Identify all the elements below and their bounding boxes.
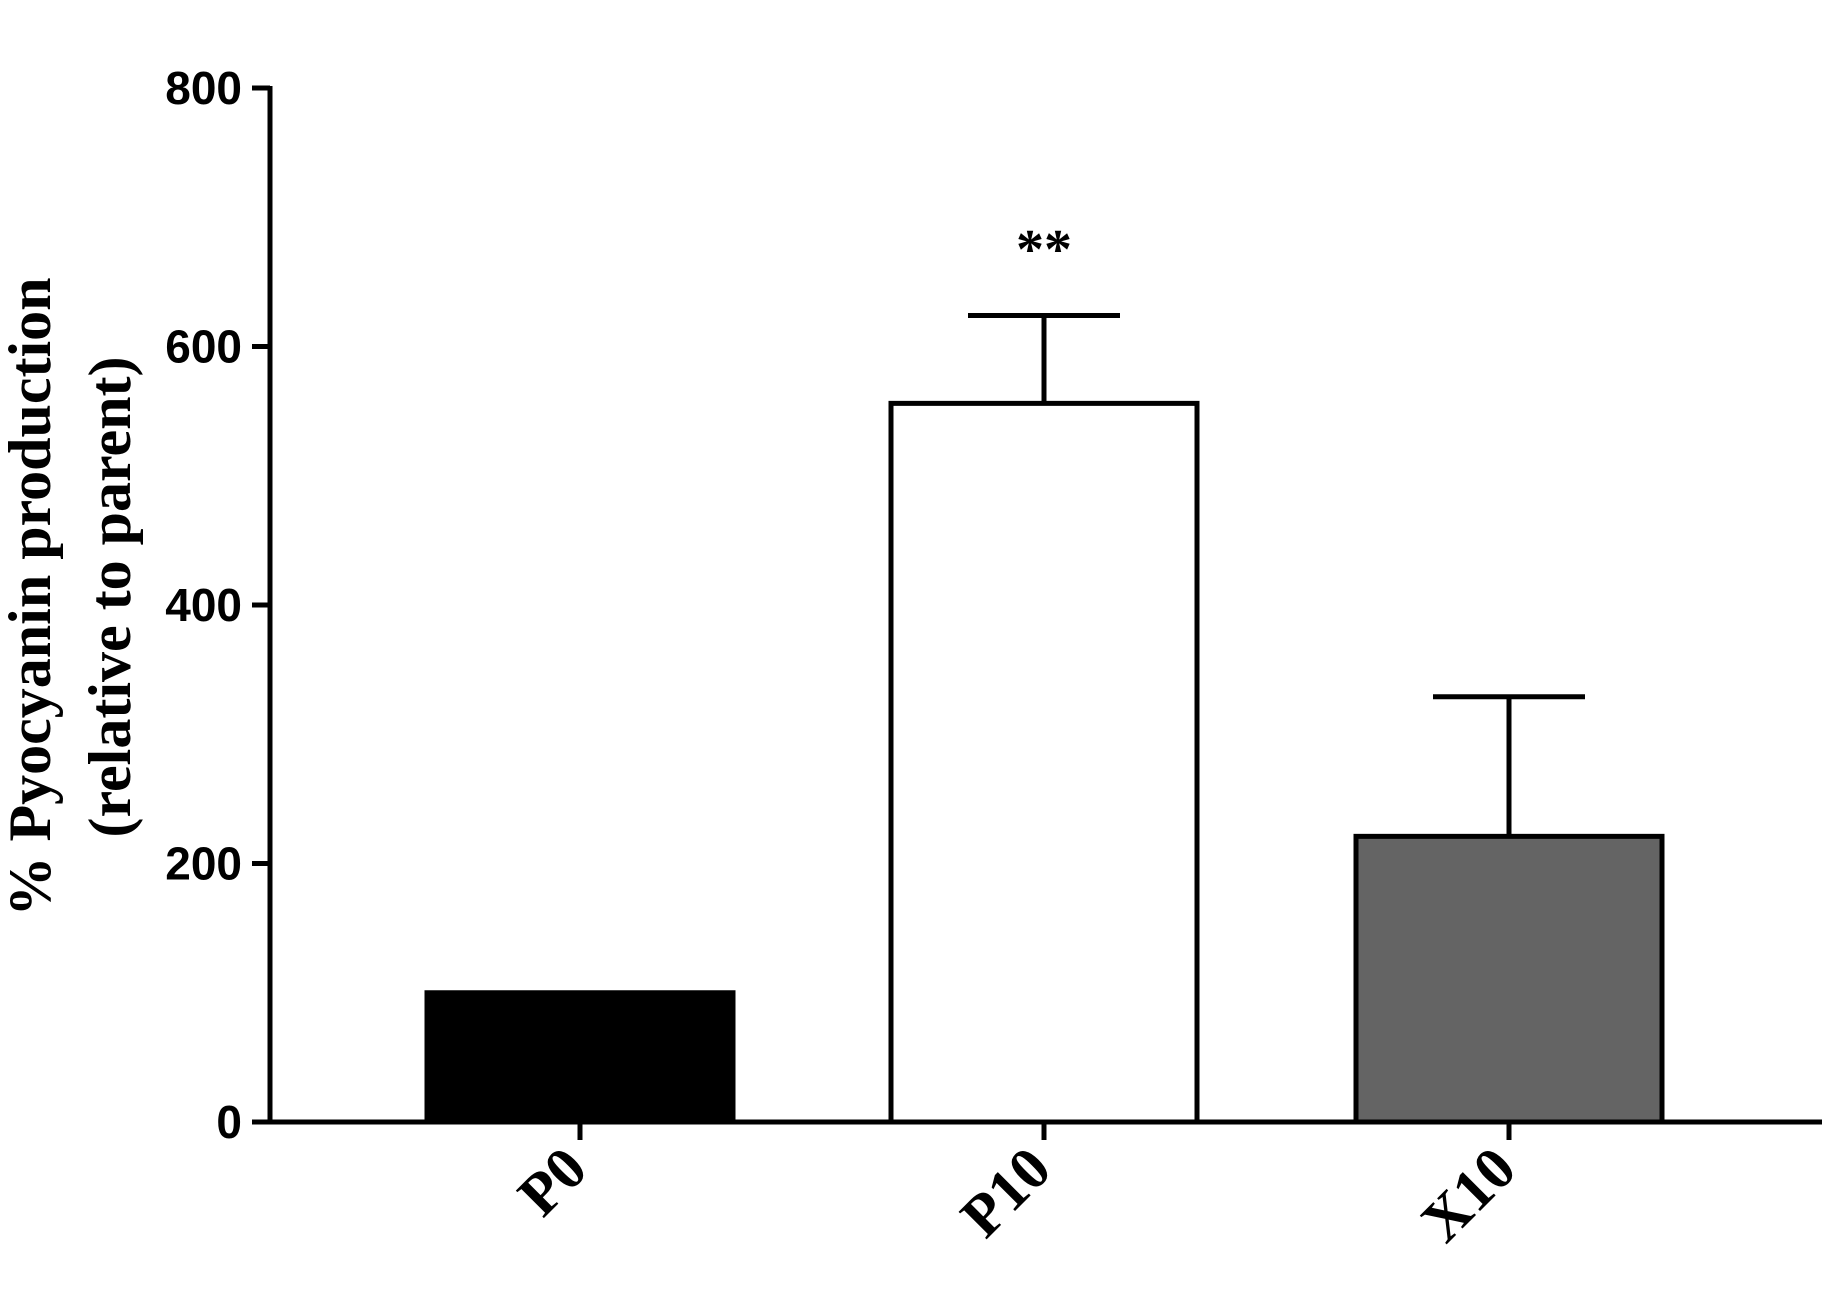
- error-bars-group: [968, 312, 1585, 837]
- x-tick-label-p10: P10: [948, 1135, 1063, 1250]
- y-axis: 0 200 400 600 800: [165, 62, 273, 1148]
- bars-group: [424, 400, 1665, 1125]
- y-tick-label: 0: [216, 1096, 242, 1148]
- y-tick-label: 800: [165, 62, 242, 114]
- bar-p10: [888, 400, 1200, 1125]
- y-axis-title-line1: % Pyocyanin production: [0, 278, 63, 917]
- annotations-group: **: [1016, 219, 1072, 281]
- y-tick-label: 400: [165, 579, 242, 631]
- x-tick-label-x10: X10: [1408, 1135, 1528, 1255]
- y-tick-label: 200: [165, 838, 242, 890]
- y-axis-title: % Pyocyanin production (relative to pare…: [0, 278, 143, 917]
- y-tick-label: 600: [165, 321, 242, 373]
- significance-annotation: **: [1016, 219, 1072, 281]
- x-tick-label-p0: P0: [505, 1135, 599, 1229]
- bar-p0: [424, 990, 736, 1125]
- bar-x10: [1353, 833, 1665, 1125]
- y-axis-title-line2: (relative to parent): [77, 357, 143, 838]
- x-axis: P0 P10 X10: [252, 1119, 1822, 1255]
